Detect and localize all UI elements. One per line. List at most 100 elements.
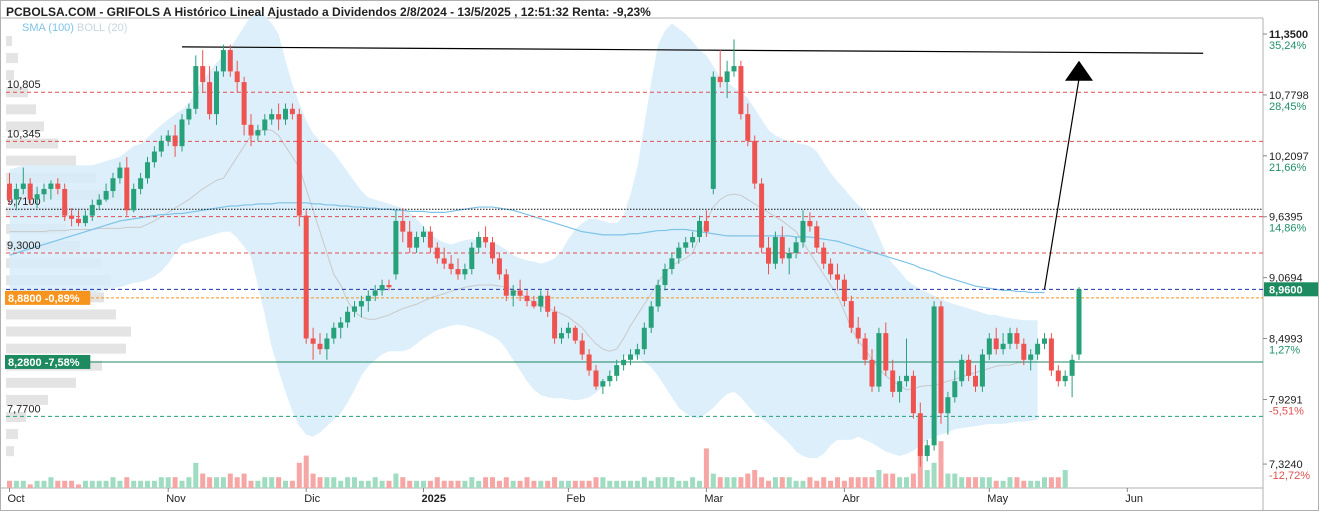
volume-bar bbox=[648, 480, 654, 488]
volume-bar bbox=[641, 477, 647, 488]
volume-bar bbox=[110, 477, 116, 488]
candle-body bbox=[179, 119, 185, 147]
x-tick-label: Oct bbox=[8, 493, 25, 505]
candle-body bbox=[572, 327, 578, 341]
volume-bar bbox=[1042, 477, 1047, 488]
volume-profile-bar bbox=[6, 36, 12, 46]
price-tag-box bbox=[5, 290, 91, 305]
volume-bar bbox=[1000, 480, 1006, 488]
volume-bar bbox=[427, 480, 433, 488]
volume-bar bbox=[883, 473, 889, 488]
candle-body bbox=[338, 322, 344, 328]
candle-body bbox=[807, 220, 813, 227]
volume-bar bbox=[421, 480, 426, 488]
y-tick-label: 10,2097 bbox=[1269, 151, 1309, 163]
candle-body bbox=[269, 114, 275, 120]
volume-bar bbox=[703, 448, 709, 488]
candle-body bbox=[117, 167, 123, 179]
volume-bar bbox=[945, 473, 951, 488]
candle-body bbox=[103, 191, 109, 200]
volume-bar bbox=[193, 462, 199, 488]
legend-boll: BOLL (20) bbox=[77, 22, 128, 34]
volume-bar bbox=[338, 480, 344, 488]
volume-bar bbox=[552, 477, 558, 488]
candle-body bbox=[924, 445, 930, 456]
volume-bar bbox=[386, 480, 392, 488]
candle-body bbox=[904, 375, 909, 382]
candle-body bbox=[138, 178, 144, 189]
candle-body bbox=[945, 397, 951, 414]
candle-body bbox=[697, 220, 702, 237]
candle-body bbox=[34, 194, 40, 200]
candle-body bbox=[814, 226, 820, 248]
candle-body bbox=[910, 375, 916, 414]
volume-bar bbox=[986, 477, 992, 488]
volume-profile-bar bbox=[6, 104, 36, 115]
y-tick-label: 11,3500 bbox=[1269, 29, 1308, 41]
x-tick-label: Jun bbox=[1125, 493, 1143, 505]
candle-body bbox=[227, 50, 233, 72]
candle-body bbox=[324, 338, 330, 350]
volume-bar bbox=[1062, 470, 1068, 488]
candle-body bbox=[69, 215, 75, 219]
volume-bar bbox=[455, 480, 461, 488]
candle-body bbox=[669, 258, 675, 270]
candle-body bbox=[600, 381, 606, 387]
y-tick-percent: 28,45% bbox=[1269, 101, 1307, 113]
candle-body bbox=[717, 76, 723, 83]
price-tag-label: 8,2800 -7,58% bbox=[8, 357, 80, 369]
volume-bar bbox=[717, 477, 723, 488]
volume-bar bbox=[724, 477, 730, 488]
y-tick-label: 9,0694 bbox=[1269, 273, 1303, 285]
volume-bar bbox=[586, 480, 592, 488]
x-tick-label: Mar bbox=[704, 493, 723, 505]
candle-body bbox=[352, 306, 357, 312]
volume-bar bbox=[7, 480, 12, 488]
candle-body bbox=[20, 183, 26, 189]
volume-bar bbox=[655, 477, 661, 488]
candle-body bbox=[427, 231, 433, 248]
candle-body bbox=[862, 338, 868, 360]
candle-body bbox=[303, 215, 309, 339]
candle-body bbox=[986, 338, 992, 355]
candle-body bbox=[393, 220, 399, 275]
volume-bar bbox=[559, 480, 564, 488]
candle-body bbox=[621, 359, 627, 366]
volume-bar bbox=[772, 477, 778, 488]
candle-body bbox=[448, 263, 454, 270]
candle-body bbox=[124, 167, 130, 211]
volume-bar bbox=[62, 480, 68, 488]
level-label: 9,3000 bbox=[7, 240, 41, 252]
volume-bar bbox=[910, 473, 916, 488]
candle-body bbox=[200, 66, 206, 83]
volume-profile-bar bbox=[6, 326, 131, 337]
candle-body bbox=[848, 301, 854, 328]
candle-body bbox=[1076, 289, 1082, 355]
candle-body bbox=[483, 236, 489, 243]
candle-body bbox=[331, 327, 337, 339]
volume-bar bbox=[1028, 480, 1034, 488]
volume-bar bbox=[579, 480, 585, 488]
candle-body bbox=[310, 338, 316, 344]
y-tick-percent: 14,86% bbox=[1269, 223, 1307, 235]
volume-bar bbox=[131, 480, 137, 488]
volume-bar bbox=[759, 477, 765, 488]
volume-bar bbox=[296, 462, 302, 488]
volume-bar bbox=[869, 477, 875, 488]
y-tick-percent: -12,72% bbox=[1269, 470, 1310, 482]
candle-body bbox=[421, 231, 426, 237]
candle-body bbox=[207, 82, 213, 115]
candle-body bbox=[883, 333, 889, 371]
candle-body bbox=[62, 188, 68, 216]
volume-bar bbox=[145, 480, 150, 488]
volume-bar bbox=[483, 477, 489, 488]
candle-body bbox=[462, 269, 468, 275]
candle-body bbox=[158, 140, 164, 152]
candle-body bbox=[552, 311, 558, 339]
volume-bar bbox=[731, 477, 737, 488]
candle-body bbox=[890, 370, 896, 392]
volume-bar bbox=[248, 480, 254, 488]
volume-bar bbox=[151, 480, 157, 488]
volume-bar bbox=[41, 480, 47, 488]
candle-body bbox=[41, 188, 47, 195]
